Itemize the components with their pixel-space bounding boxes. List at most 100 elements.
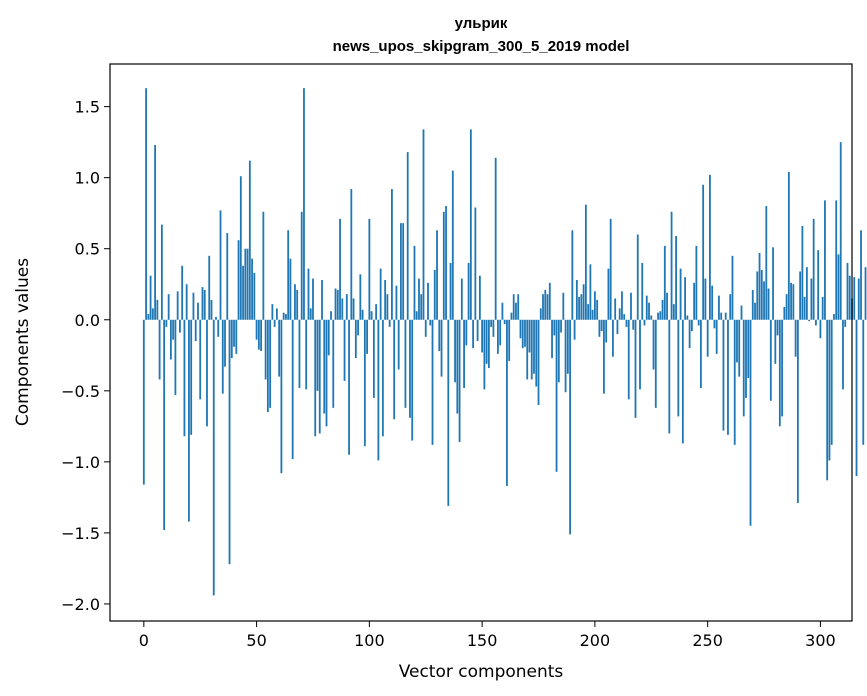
bar-34 <box>219 210 222 320</box>
bar-150 <box>481 319 484 353</box>
bar-178 <box>544 289 547 320</box>
bar-38 <box>228 319 231 565</box>
bar-267 <box>745 319 747 398</box>
bar-83 <box>330 311 332 320</box>
bar-252 <box>711 285 714 320</box>
bar-165 <box>515 302 517 320</box>
bar-316 <box>855 319 858 477</box>
bar-246 <box>697 319 700 326</box>
bar-298 <box>815 319 817 326</box>
bar-269 <box>749 319 752 526</box>
bar-191 <box>573 319 576 340</box>
bar-248 <box>702 184 705 320</box>
bar-65 <box>289 258 292 320</box>
bar-277 <box>767 288 770 320</box>
bar-58 <box>273 319 276 327</box>
bar-50 <box>255 319 258 340</box>
bar-206 <box>607 268 610 320</box>
bar-13 <box>172 319 175 340</box>
bar-282 <box>778 319 781 427</box>
bar-151 <box>483 319 486 390</box>
bar-122 <box>418 278 420 320</box>
bar-90 <box>345 294 348 320</box>
bar-232 <box>666 292 668 320</box>
bar-261 <box>731 255 734 320</box>
bar-32 <box>215 316 217 320</box>
bar-169 <box>524 319 526 347</box>
bar-14 <box>174 319 177 396</box>
bar-223 <box>645 295 648 320</box>
bar-25 <box>199 319 202 400</box>
bar-225 <box>650 315 653 320</box>
bar-299 <box>817 250 820 320</box>
bar-136 <box>449 262 452 320</box>
bar-247 <box>699 319 702 388</box>
bar-315 <box>853 277 856 320</box>
bar-18 <box>183 319 186 437</box>
bar-263 <box>736 319 738 363</box>
bar-61 <box>280 319 283 474</box>
bar-101 <box>370 311 373 320</box>
bar-170 <box>526 319 529 380</box>
bar-293 <box>803 297 806 320</box>
y-tick-label-7: 1.5 <box>75 98 100 117</box>
bar-55 <box>266 319 269 413</box>
bar-102 <box>372 319 375 398</box>
bar-260 <box>729 294 732 320</box>
bar-176 <box>539 308 542 320</box>
bar-275 <box>763 281 765 320</box>
y-axis-label: Components values <box>13 258 33 426</box>
bar-187 <box>564 319 567 393</box>
bar-177 <box>542 294 544 320</box>
bar-207 <box>609 218 612 320</box>
bar-37 <box>226 233 229 320</box>
bar-229 <box>659 311 662 320</box>
bar-33 <box>217 319 220 337</box>
bar-245 <box>695 245 698 320</box>
bar-2 <box>147 314 150 320</box>
bar-118 <box>409 319 411 418</box>
bar-91 <box>348 319 350 455</box>
bar-201 <box>596 299 599 320</box>
bar-271 <box>754 302 756 320</box>
bar-148 <box>476 319 479 342</box>
bar-20 <box>188 319 190 522</box>
bar-162 <box>508 319 511 361</box>
chart-title-line2: news_upos_skipgram_300_5_2019 model <box>333 38 630 55</box>
bar-93 <box>352 298 355 320</box>
bar-184 <box>557 319 560 383</box>
bar-49 <box>253 272 256 320</box>
bar-174 <box>535 319 538 387</box>
bar-295 <box>808 319 811 322</box>
bar-194 <box>580 294 583 320</box>
bar-288 <box>792 284 795 320</box>
bar-193 <box>578 297 580 320</box>
bar-219 <box>636 234 639 320</box>
chart-title-line1: ульрик <box>455 15 508 32</box>
bar-79 <box>321 279 323 320</box>
bar-69 <box>298 319 301 388</box>
bar-41 <box>235 319 238 354</box>
bar-256 <box>720 312 723 320</box>
x-tick-label-50: 50 <box>246 631 266 650</box>
bar-180 <box>548 282 551 320</box>
bar-53 <box>262 211 265 320</box>
bar-311 <box>844 319 847 327</box>
bar-24 <box>197 302 199 320</box>
bar-142 <box>463 319 465 388</box>
bar-127 <box>429 319 432 326</box>
bar-292 <box>801 225 804 320</box>
y-tick-label-2: −1.0 <box>61 453 100 472</box>
bar-17 <box>181 265 184 320</box>
bar-40 <box>233 319 235 347</box>
bar-309 <box>839 142 842 320</box>
bar-105 <box>379 268 382 320</box>
bar-231 <box>663 245 666 320</box>
bar-317 <box>857 278 860 320</box>
bar-108 <box>386 294 389 320</box>
bar-114 <box>400 223 402 320</box>
bar-86 <box>336 289 339 320</box>
bar-218 <box>634 319 637 418</box>
x-tick-label-0: 0 <box>139 631 149 650</box>
